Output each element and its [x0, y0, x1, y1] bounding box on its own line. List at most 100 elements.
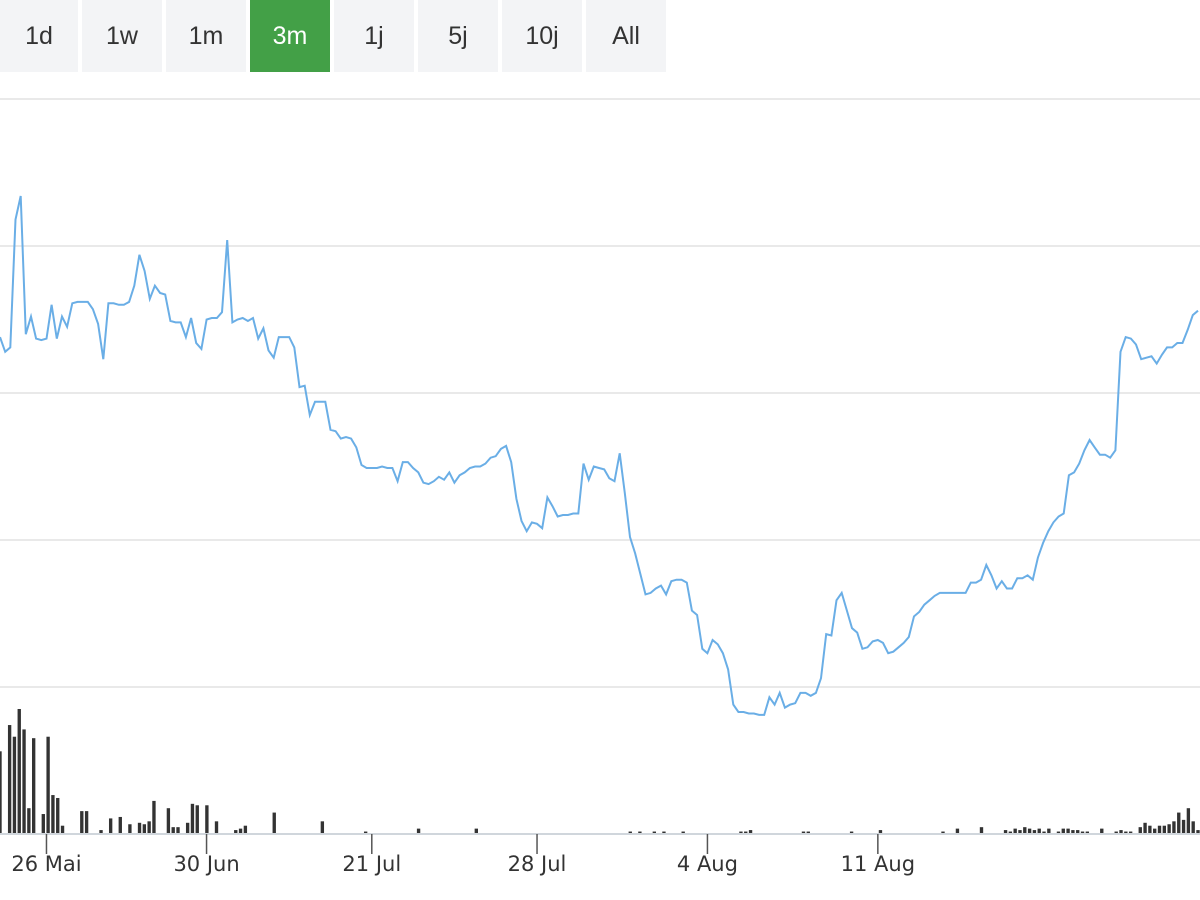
range-button-1j[interactable]: 1j [334, 0, 414, 72]
volume-bar [272, 812, 276, 833]
volume-bar [142, 824, 147, 833]
volume-bar [1138, 827, 1142, 833]
volume-bar [1023, 827, 1027, 833]
volume-bar [1177, 812, 1181, 833]
price-line-series [0, 195, 1199, 716]
volume-bar [979, 827, 984, 833]
volume-bar [0, 751, 2, 833]
volume-bar [22, 729, 26, 833]
volume-bar [1124, 831, 1128, 833]
volume-bar [801, 831, 806, 833]
volume-bar [363, 831, 368, 833]
volume-bar [171, 827, 175, 833]
volume-bar [147, 821, 151, 833]
range-button-1d[interactable]: 1d [0, 0, 78, 72]
grid-lines [0, 98, 1200, 688]
volume-bar [1172, 821, 1176, 833]
volume-bar [1162, 825, 1166, 833]
volume-bar [1032, 830, 1037, 833]
volume-bar [108, 818, 113, 833]
volume-bar [27, 808, 31, 833]
x-tick-label: 11 Aug [841, 852, 915, 876]
volume-bar [176, 827, 180, 833]
time-range-selector: 1d 1w 1m 3m 1j 5j 10j All [0, 0, 666, 72]
volume-bar [955, 828, 960, 833]
volume-bar [60, 825, 65, 833]
x-tick-label: 21 Jul [342, 852, 401, 876]
volume-bar [1181, 819, 1186, 833]
volume-bar [638, 831, 642, 833]
volume-bar [12, 736, 17, 833]
volume-bar [1191, 821, 1195, 833]
volume-bar [1186, 808, 1191, 833]
volume-bar [1056, 831, 1061, 833]
volume-bar [652, 831, 657, 833]
volume-bar [51, 795, 55, 833]
volume-bar [1027, 828, 1032, 833]
volume-bar [1100, 828, 1104, 833]
volume-bar [1153, 828, 1157, 833]
range-button-3m[interactable]: 3m [250, 0, 330, 72]
range-button-10j[interactable]: 10j [502, 0, 582, 72]
x-tick-label: 26 Mai [11, 852, 81, 876]
x-tick-label: 28 Jul [508, 852, 567, 876]
volume-bar [128, 824, 132, 833]
range-button-1m[interactable]: 1m [166, 0, 246, 72]
volume-bar [1037, 828, 1041, 833]
range-button-all[interactable]: All [586, 0, 666, 72]
volume-bar [234, 830, 238, 833]
volume-bar [185, 822, 190, 833]
volume-bar [1143, 822, 1147, 833]
volume-bar [1066, 828, 1070, 833]
volume-bar [1018, 830, 1022, 833]
volume-bar [190, 803, 195, 833]
volume-bar [474, 828, 478, 833]
volume-bar [56, 797, 60, 833]
volume-bar [1157, 825, 1162, 833]
volume-bar [1061, 828, 1065, 833]
volume-bar [1167, 824, 1171, 833]
x-tick-label: 4 Aug [677, 852, 738, 876]
volume-bar [1080, 831, 1085, 833]
volume-bar [1119, 830, 1123, 833]
volume-bars [0, 709, 1200, 833]
volume-bar [1013, 828, 1017, 833]
volume-bar [1047, 828, 1051, 833]
volume-bar [1085, 831, 1090, 833]
volume-bar [681, 831, 685, 833]
volume-bar [214, 821, 219, 833]
volume-bar [1076, 830, 1080, 833]
volume-bar [80, 811, 84, 833]
volume-bar [166, 808, 171, 833]
range-button-5j[interactable]: 5j [418, 0, 498, 72]
volume-bar [238, 828, 243, 833]
volume-bar [628, 831, 632, 833]
volume-bar [1148, 825, 1152, 833]
volume-bar [17, 709, 21, 833]
volume-bar [46, 736, 50, 833]
volume-bar [849, 831, 854, 833]
volume-bar [1128, 831, 1133, 833]
volume-bar [243, 825, 248, 833]
volume-bar [806, 831, 810, 833]
volume-bar [1008, 831, 1013, 833]
volume-bar [152, 800, 156, 833]
volume-bar [748, 830, 753, 833]
x-tick-label: 30 Jun [173, 852, 239, 876]
volume-bar [941, 831, 945, 833]
volume-bar [137, 822, 142, 833]
volume-bar [878, 830, 883, 833]
volume-bar [416, 828, 421, 833]
volume-bar [1071, 830, 1075, 833]
volume-bar [1003, 830, 1008, 833]
volume-bar [1042, 831, 1046, 833]
range-button-1w[interactable]: 1w [82, 0, 162, 72]
volume-bar [1196, 830, 1200, 833]
volume-bar [744, 831, 748, 833]
volume-bar [41, 814, 45, 833]
volume-bar [195, 805, 199, 833]
volume-bar [84, 811, 89, 833]
volume-bar [662, 831, 666, 833]
volume-bar [7, 725, 12, 833]
